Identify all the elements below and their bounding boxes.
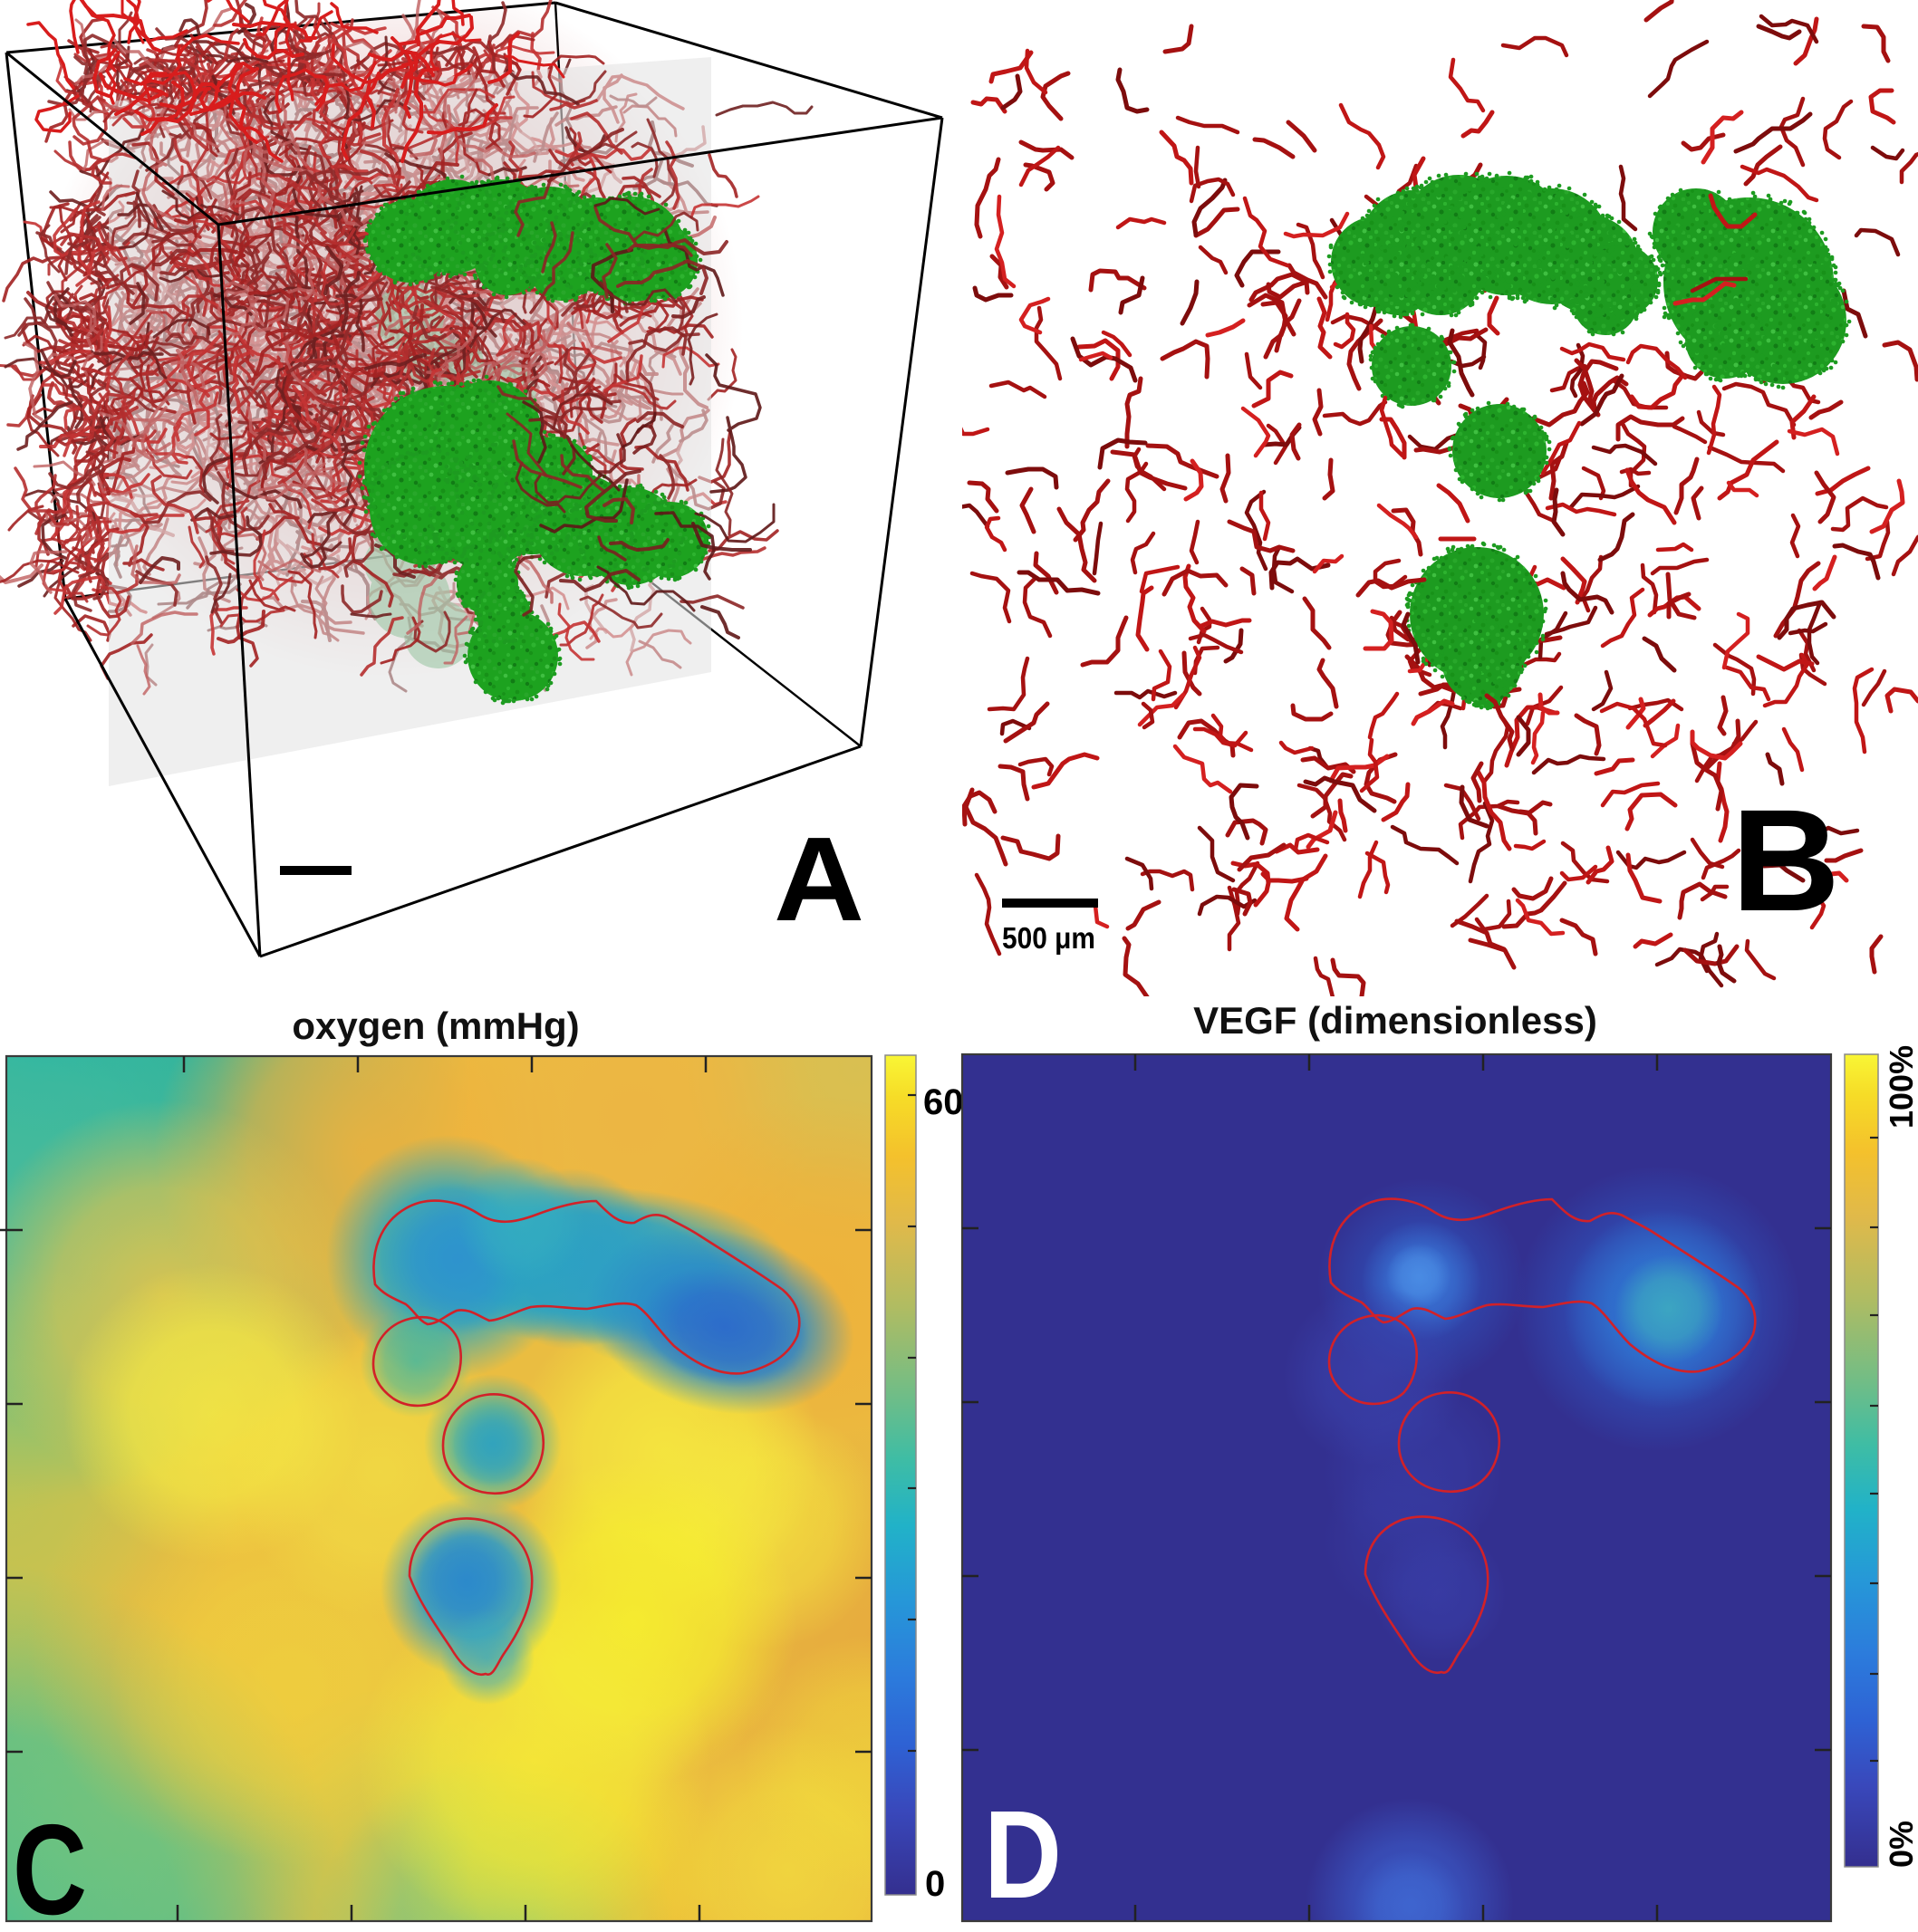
svg-text:0%: 0% bbox=[1883, 1821, 1918, 1868]
svg-text:B: B bbox=[1731, 779, 1840, 941]
svg-text:A: A bbox=[774, 812, 864, 946]
svg-text:D: D bbox=[984, 1785, 1062, 1925]
svg-text:oxygen (mmHg): oxygen (mmHg) bbox=[292, 1004, 579, 1047]
svg-text:60: 60 bbox=[923, 1082, 964, 1122]
svg-text:100%: 100% bbox=[1883, 1045, 1918, 1129]
svg-text:500 μm: 500 μm bbox=[1002, 921, 1095, 955]
svg-text:C: C bbox=[13, 1798, 87, 1932]
svg-text:0: 0 bbox=[925, 1864, 945, 1904]
svg-text:VEGF (dimensionless): VEGF (dimensionless) bbox=[1193, 999, 1597, 1042]
